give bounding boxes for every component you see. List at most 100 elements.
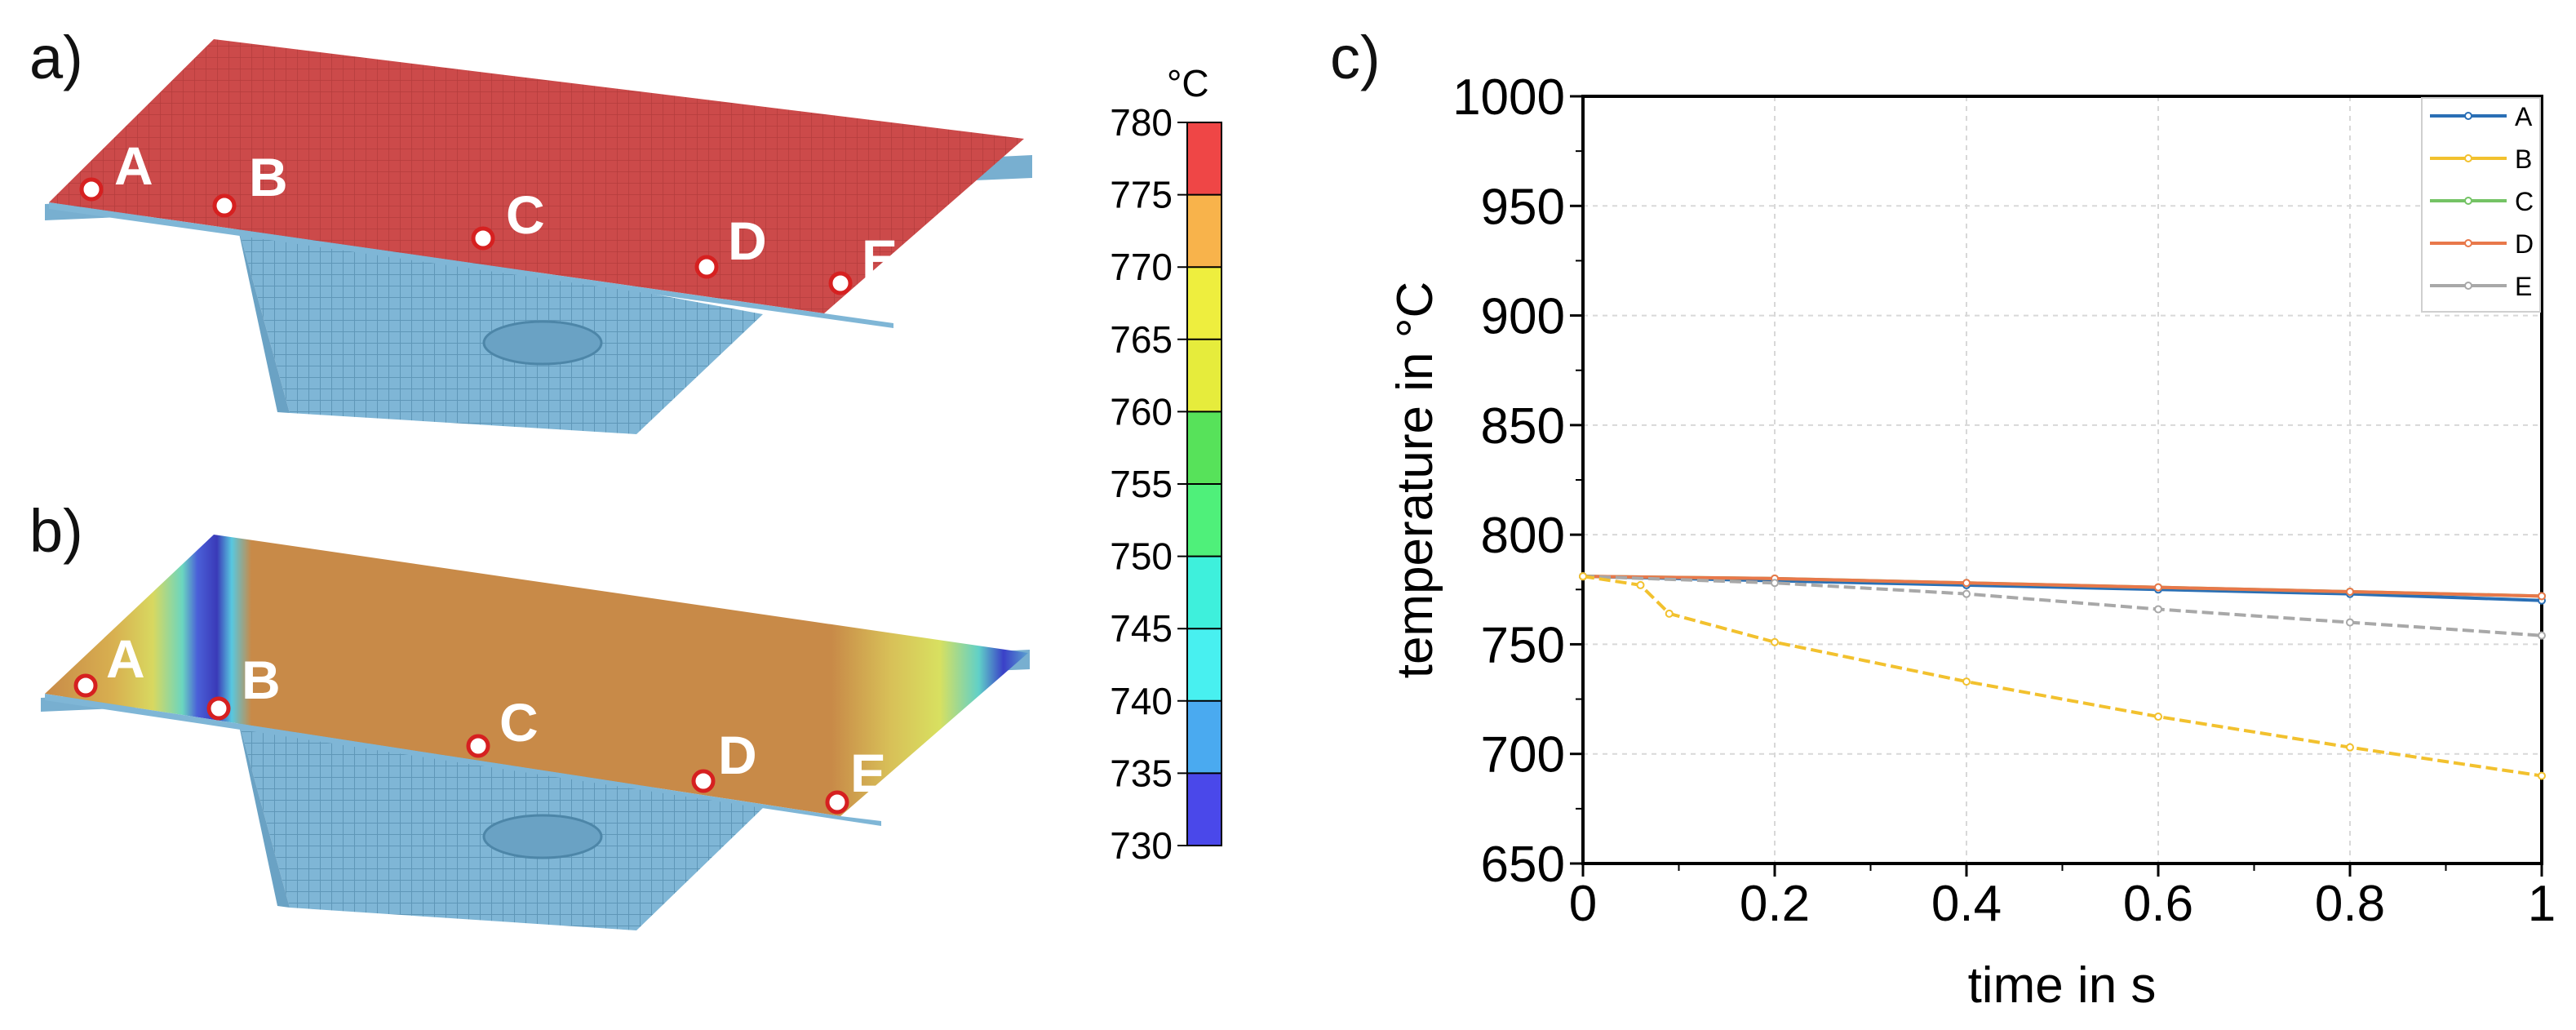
legend-marker-B	[2464, 154, 2472, 162]
legend-box	[2421, 97, 2541, 313]
colorbar-tick-label: 740	[1110, 680, 1173, 722]
marker-a-E	[828, 271, 853, 295]
data-point-B	[2154, 713, 2162, 721]
colorbar-tick-label: 765	[1110, 318, 1173, 361]
cup-side	[237, 222, 290, 413]
data-point-E	[1962, 589, 1971, 598]
colorbar-tick-label: 755	[1110, 463, 1173, 505]
series-line-D	[1582, 575, 2543, 598]
data-point-D	[2346, 587, 2354, 596]
marker-a-B	[212, 193, 237, 218]
colorbar-band	[1187, 339, 1221, 412]
colorbar-tick-label: 750	[1110, 535, 1173, 578]
axis-ticks: 0 0.2 0.4 0.6 0.8 1 650 700 750 800 850 900 950 1000	[1452, 69, 2556, 932]
marker-label: C	[499, 692, 539, 753]
marker-label: B	[242, 650, 281, 710]
marker-label: D	[728, 211, 767, 271]
blank-edge	[49, 202, 893, 328]
data-point-B	[2538, 771, 2546, 780]
marker-b-B	[206, 696, 231, 721]
data-point-B	[1962, 677, 1971, 686]
marker-a-C	[471, 226, 495, 251]
x-tick-label: 1	[2528, 876, 2556, 932]
data-point-D	[2538, 592, 2546, 601]
y-tick-label: 900	[1481, 289, 1565, 345]
colorbar-band	[1187, 411, 1221, 484]
chart-grid	[1583, 96, 2542, 864]
x-tick-label: 0.6	[2123, 876, 2193, 932]
colorbar-band	[1187, 700, 1221, 774]
marker-b-E	[825, 790, 849, 815]
colorbar-tick-label: 775	[1110, 174, 1173, 216]
marker-b-D	[691, 769, 716, 793]
colorbar-band	[1187, 484, 1221, 557]
marker-label: A	[114, 135, 153, 196]
data-point-E	[1771, 579, 1779, 588]
colorbar-band	[1187, 194, 1221, 268]
x-axis-title: time in s	[1968, 957, 2157, 1014]
legend-label-B: B	[2515, 144, 2532, 174]
data-point-E	[2346, 618, 2354, 627]
x-tick-label: 0.2	[1740, 876, 1810, 932]
data-point-B	[1665, 609, 1674, 618]
marker-label: C	[506, 184, 545, 245]
colorbar-tick-label: 745	[1110, 607, 1173, 650]
cup-body	[237, 219, 763, 434]
data-point-E	[2154, 605, 2162, 614]
series-line-A	[1582, 575, 2543, 602]
panel-b-part	[41, 535, 1030, 930]
cup-dimple	[482, 320, 603, 366]
y-tick-label: 1000	[1452, 69, 1565, 126]
legend-label-C: C	[2515, 187, 2534, 216]
cup-side	[237, 714, 290, 908]
marker-a-D	[694, 255, 719, 279]
colorbar-band	[1187, 122, 1221, 195]
markers-a: A B C D E	[79, 135, 898, 295]
data-point-B	[1579, 572, 1587, 581]
legend-label-E: E	[2515, 272, 2532, 301]
blank-top-surface	[45, 535, 1028, 816]
panel-label-c: c)	[1330, 24, 1381, 91]
colorbar-tick-label: 770	[1110, 246, 1173, 288]
colorbar-unit: °C	[1167, 62, 1209, 104]
marker-b-A	[73, 673, 98, 698]
marker-label: E	[850, 743, 886, 803]
y-tick-label: 750	[1481, 617, 1565, 673]
data-point-B	[2346, 743, 2354, 752]
y-tick-label: 650	[1481, 837, 1565, 893]
y-tick-label: 800	[1481, 508, 1565, 564]
blank-top-surface	[49, 39, 1024, 313]
plot-frame	[1581, 95, 2543, 865]
data-point-D	[1962, 579, 1971, 588]
colorbar-tick-label: 780	[1110, 101, 1173, 144]
colorbar: °C 780 775 770 765 760 755 750 745 740 735 730	[1110, 62, 1222, 867]
cup-dimple	[482, 814, 603, 859]
data-point-B	[1771, 637, 1779, 646]
legend-marker-E	[2464, 282, 2472, 290]
y-tick-label: 700	[1481, 727, 1565, 784]
legend-label-A: A	[2515, 102, 2533, 131]
colorbar-tick-label: 735	[1110, 752, 1173, 794]
data-point-B	[1636, 580, 1645, 589]
marker-b-C	[466, 734, 490, 758]
line-chart: 0 0.2 0.4 0.6 0.8 16507007508008509009501000 …	[1387, 69, 2556, 1014]
blank-edge	[45, 694, 881, 826]
x-tick-label: 0	[1569, 876, 1597, 932]
x-tick-label: 0.8	[2315, 876, 2385, 932]
colorbar-band	[1187, 267, 1221, 340]
y-tick-label: 850	[1481, 398, 1565, 455]
panel-a-part	[45, 39, 1032, 434]
colorbar-band	[1187, 556, 1221, 629]
data-point-E	[2538, 631, 2546, 640]
y-axis-title: temperature in °C	[1387, 282, 1443, 679]
colorbar-band	[1187, 628, 1221, 701]
y-tick-label: 950	[1481, 179, 1565, 235]
data-point-D	[2154, 583, 2162, 592]
marker-label: B	[249, 147, 288, 207]
legend-marker-D	[2464, 239, 2472, 247]
marker-label: D	[718, 725, 757, 785]
markers-b: A B C D E	[73, 628, 886, 815]
